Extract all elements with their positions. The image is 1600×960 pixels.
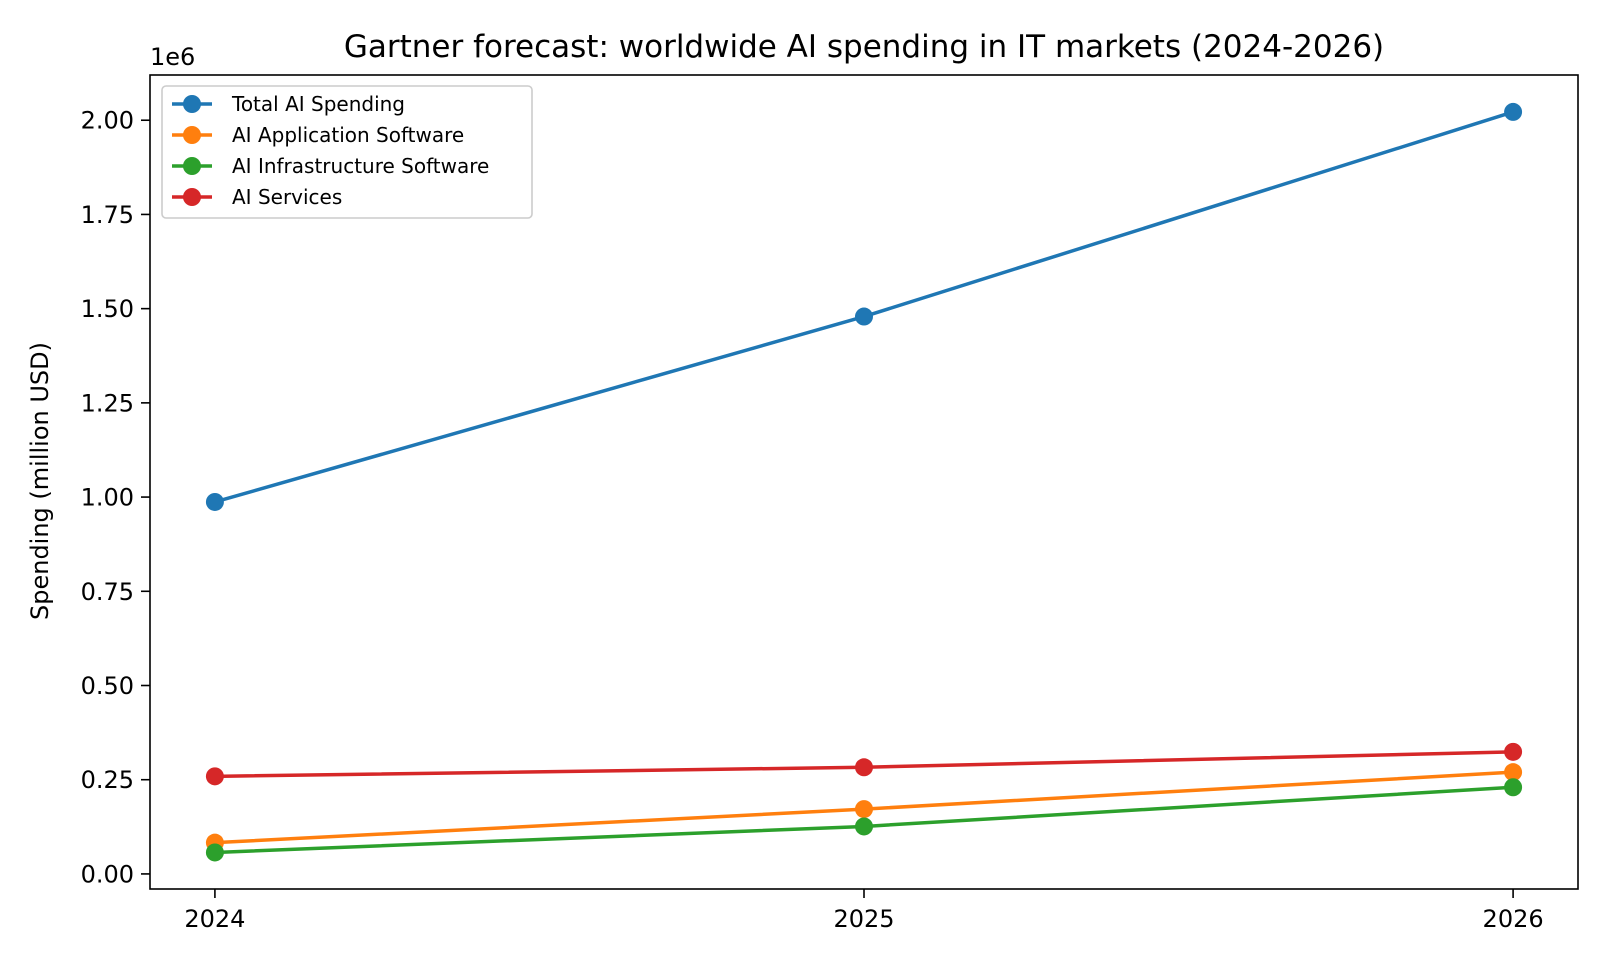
y-tick-label: 1.00 (81, 484, 134, 512)
legend-label: AI Application Software (232, 123, 464, 147)
data-point-ai-services (1504, 742, 1523, 761)
y-axis: 0.00 0.25 0.50 0.75 1.00 1.25 1.50 1.75 2.00 (81, 107, 150, 888)
data-point-ai-services (855, 758, 873, 777)
x-tick-label: 2025 (833, 905, 894, 933)
x-tick-label: 2026 (1483, 905, 1544, 933)
series-ai-application-software (205, 763, 1523, 852)
data-point-ai-infrastructure-software (1504, 778, 1523, 797)
x-tick-label: 2024 (184, 905, 245, 933)
legend: Total AI Spending AI Application Software… (161, 85, 533, 219)
legend-item-total-ai-spending: Total AI Spending (172, 92, 405, 116)
data-point-ai-infrastructure-software (205, 843, 224, 862)
series-ai-services (205, 742, 1523, 786)
data-point-total-ai-spending (855, 307, 873, 326)
data-point-ai-infrastructure-software (855, 817, 873, 836)
series-ai-infrastructure-software (205, 778, 1523, 862)
legend-label: AI Infrastructure Software (232, 154, 489, 178)
data-point-ai-application-software (1504, 763, 1523, 782)
y-axis-offset-label: 1e6 (150, 43, 195, 71)
legend-item-ai-application-software: AI Application Software (172, 123, 464, 147)
data-point-total-ai-spending (1504, 102, 1523, 121)
y-tick-label: 1.50 (81, 295, 134, 323)
legend-item-ai-infrastructure-software: AI Infrastructure Software (172, 154, 489, 178)
y-tick-label: 1.25 (81, 389, 134, 417)
legend-swatch-marker (183, 126, 201, 144)
y-tick-label: 0.25 (81, 766, 134, 794)
y-tick-label: 0.50 (81, 672, 134, 700)
y-tick-label: 2.00 (81, 107, 134, 135)
legend-box (161, 85, 533, 219)
data-point-ai-services (205, 767, 224, 786)
data-point-ai-application-software (855, 800, 873, 819)
legend-swatch-marker (183, 157, 201, 175)
series-total-ai-spending (205, 102, 1523, 511)
y-tick-label: 0.75 (81, 578, 134, 606)
data-point-total-ai-spending (205, 492, 224, 511)
chart-title: Gartner forecast: worldwide AI spending … (344, 29, 1384, 65)
x-axis: 2024 2025 2026 (184, 889, 1544, 933)
legend-swatch-marker (183, 95, 201, 113)
y-axis-label: Spending (million USD) (26, 342, 54, 620)
series-layer (205, 102, 1523, 862)
legend-label: Total AI Spending (231, 92, 405, 116)
legend-swatch-marker (183, 188, 201, 206)
y-tick-label: 1.75 (81, 201, 134, 229)
legend-label: AI Services (232, 185, 342, 209)
y-tick-label: 0.00 (81, 860, 134, 888)
legend-item-ai-services: AI Services (172, 185, 342, 209)
